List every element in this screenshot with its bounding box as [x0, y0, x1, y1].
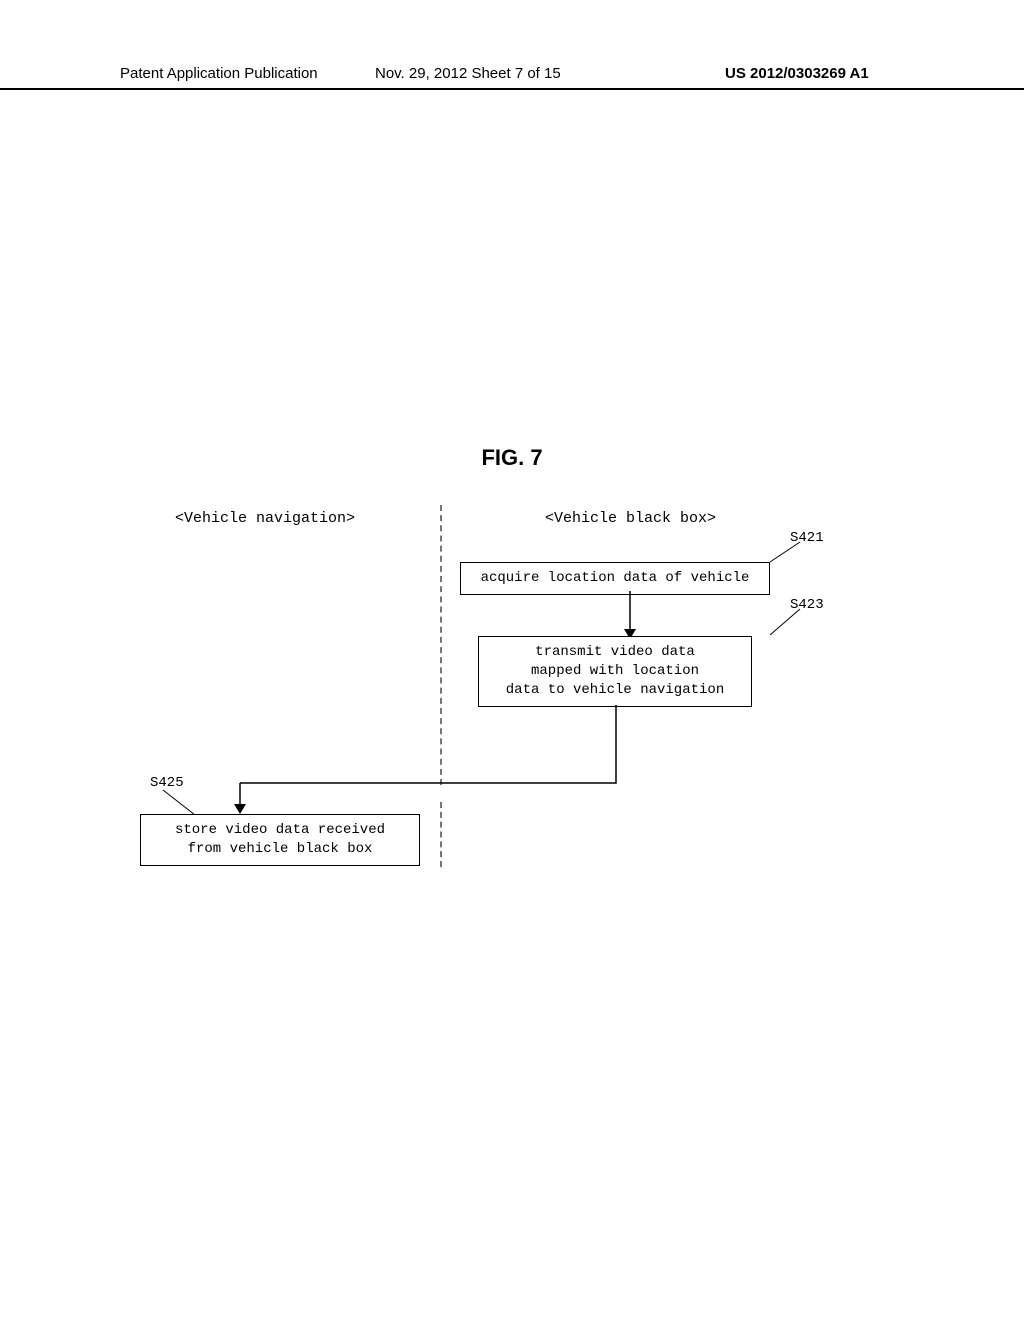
- box-s425: store video data receivedfrom vehicle bl…: [140, 814, 420, 866]
- box-s425-text: store video data receivedfrom vehicle bl…: [175, 822, 385, 857]
- arrow-s423-to-s425: [0, 0, 1024, 1320]
- page: Patent Application Publication Nov. 29, …: [0, 0, 1024, 1320]
- step-label-s425: S425: [150, 775, 184, 791]
